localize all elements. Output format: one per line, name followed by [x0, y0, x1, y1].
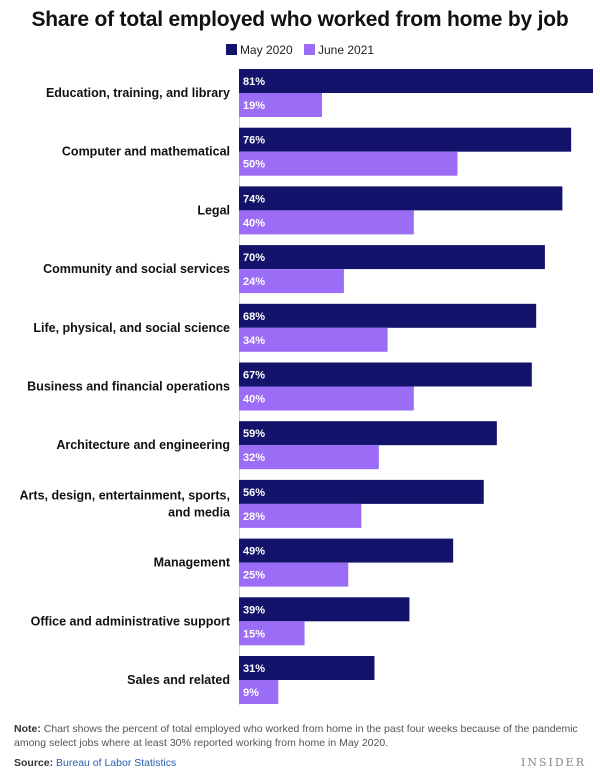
bar-may-2020-business-and-financial-operations	[239, 362, 532, 387]
data-label-may-2020-architecture-and-engineering: 59%	[243, 428, 265, 440]
data-label-may-2020-sales-and-related: 31%	[243, 663, 265, 675]
category-label-business-and-financial-operations: Business and financial operations	[27, 380, 230, 394]
data-label-june-2021-architecture-and-engineering: 32%	[243, 452, 265, 464]
bar-june-2021-management	[239, 562, 349, 587]
insider-logo: INSIDER	[521, 756, 586, 769]
data-label-june-2021-computer-and-mathematical: 50%	[243, 159, 265, 171]
bar-june-2021-legal	[239, 210, 414, 235]
data-label-june-2021-management: 25%	[243, 570, 265, 582]
data-label-may-2020-business-and-financial-operations: 67%	[243, 370, 265, 382]
data-label-june-2021-arts-design-entertainment-sports-and-media: 28%	[243, 511, 265, 523]
bar-june-2021-education-training-and-library	[239, 93, 323, 117]
category-label-management: Management	[154, 556, 231, 570]
category-label-architecture-and-engineering: Architecture and engineering	[56, 438, 230, 452]
category-label-sales-and-related: Sales and related	[127, 673, 230, 687]
source-link[interactable]: Bureau of Labor Statistics	[56, 757, 177, 769]
bar-june-2021-business-and-financial-operations	[239, 386, 414, 411]
data-label-june-2021-community-and-social-services: 24%	[243, 276, 265, 288]
category-label-legal: Legal	[197, 203, 230, 217]
category-label-life-physical-and-social-science: Life, physical, and social science	[33, 321, 230, 335]
category-label-computer-and-mathematical: Computer and mathematical	[62, 145, 230, 159]
category-label-arts-design-entertainment-sports-and-media: Arts, design, entertainment, sports, and …	[20, 488, 232, 519]
source-label: Source:	[14, 757, 54, 769]
data-label-may-2020-management: 49%	[243, 546, 265, 558]
bar-may-2020-computer-and-mathematical	[239, 127, 572, 152]
data-label-june-2021-legal: 40%	[243, 217, 265, 229]
bar-june-2021-computer-and-mathematical	[239, 151, 458, 176]
bar-may-2020-community-and-social-services	[239, 245, 545, 270]
data-label-june-2021-business-and-financial-operations: 40%	[243, 394, 265, 406]
data-label-june-2021-sales-and-related: 9%	[243, 687, 259, 699]
bar-june-2021-arts-design-entertainment-sports-and-media	[239, 503, 362, 528]
bar-may-2020-arts-design-entertainment-sports-and-media	[239, 479, 484, 504]
legend-label-may-2020: May 2020	[239, 42, 293, 57]
data-label-june-2021-office-and-administrative-support: 15%	[243, 628, 265, 640]
bar-june-2021-community-and-social-services	[239, 269, 344, 294]
bar-may-2020-management	[239, 538, 454, 563]
legend-item-may-2020: May 2020	[225, 42, 293, 57]
bar-may-2020-legal	[239, 186, 563, 211]
note-label: Note:	[14, 723, 41, 735]
bar-may-2020-architecture-and-engineering	[239, 421, 497, 446]
legend-label-june-2021: June 2021	[317, 42, 375, 57]
data-label-may-2020-legal: 74%	[243, 193, 265, 205]
category-label-education-training-and-library: Education, training, and library	[46, 86, 230, 100]
data-label-may-2020-arts-design-entertainment-sports-and-media: 56%	[243, 487, 265, 499]
legend-swatch-june-2021	[303, 43, 315, 55]
chart-source: Source: Bureau of Labor Statistics	[14, 757, 176, 769]
data-label-may-2020-education-training-and-library: 81%	[243, 76, 265, 88]
category-label-office-and-administrative-support: Office and administrative support	[31, 614, 231, 628]
bar-june-2021-life-physical-and-social-science	[239, 327, 388, 352]
category-label-community-and-social-services: Community and social services	[43, 262, 230, 276]
legend: May 2020 June 2021	[0, 42, 600, 57]
bar-may-2020-sales-and-related	[239, 656, 375, 680]
data-label-may-2020-community-and-social-services: 70%	[243, 252, 265, 264]
data-label-june-2021-life-physical-and-social-science: 34%	[243, 335, 265, 347]
bar-may-2020-life-physical-and-social-science	[239, 303, 537, 328]
data-label-june-2021-education-training-and-library: 19%	[243, 100, 265, 112]
legend-item-june-2021: June 2021	[303, 42, 375, 57]
bar-may-2020-education-training-and-library	[239, 69, 593, 93]
chart-note: Note: Chart shows the percent of total e…	[14, 722, 589, 750]
legend-swatch-may-2020	[225, 43, 237, 55]
data-label-may-2020-computer-and-mathematical: 76%	[243, 135, 265, 147]
note-text: Chart shows the percent of total employe…	[14, 723, 578, 749]
bar-june-2021-sales-and-related	[239, 680, 279, 704]
data-label-may-2020-life-physical-and-social-science: 68%	[243, 311, 265, 323]
chart-title: Share of total employed who worked from …	[31, 8, 569, 31]
data-label-may-2020-office-and-administrative-support: 39%	[243, 604, 265, 616]
bar-may-2020-office-and-administrative-support	[239, 597, 410, 622]
bar-june-2021-office-and-administrative-support	[239, 621, 305, 646]
bar-june-2021-architecture-and-engineering	[239, 445, 379, 470]
